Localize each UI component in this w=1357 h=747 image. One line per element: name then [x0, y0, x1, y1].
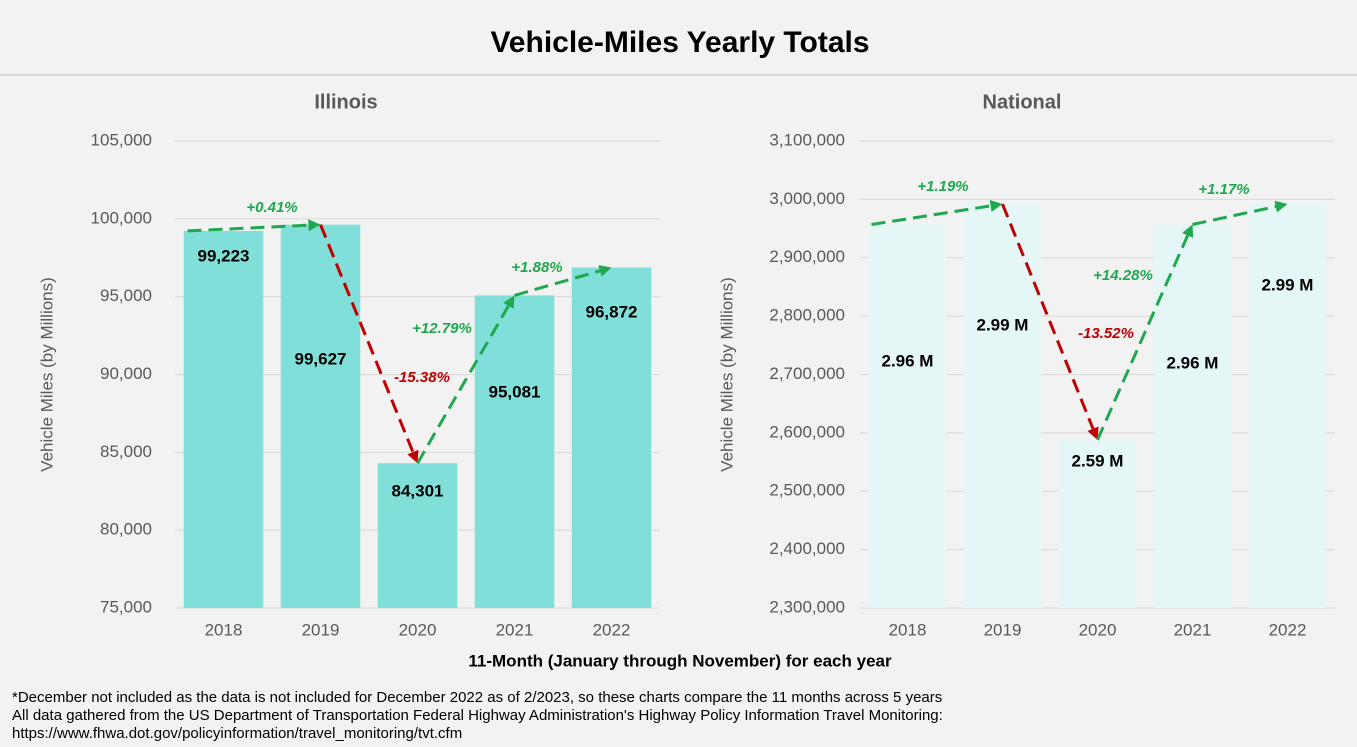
- change-label: +1.17%: [1198, 181, 1249, 198]
- y-tick-label: 2,900,000: [769, 247, 845, 266]
- arrow-head: [407, 449, 419, 464]
- bar: [1058, 439, 1137, 608]
- y-tick-label: 85,000: [100, 442, 152, 461]
- x-tick-label: 2020: [399, 620, 437, 639]
- change-label: +0.41%: [246, 199, 297, 216]
- data-label: 2.59 M: [1072, 451, 1124, 470]
- x-tick-label: 2021: [1174, 620, 1212, 639]
- change-label: +1.88%: [511, 259, 562, 276]
- data-label: 2.96 M: [1167, 353, 1219, 372]
- data-label: 99,627: [295, 349, 347, 368]
- change-label: +14.28%: [1093, 267, 1153, 284]
- arrow-head: [989, 199, 1003, 212]
- footnote: All data gathered from the US Department…: [12, 707, 943, 724]
- bar: [963, 204, 1042, 609]
- data-label: 96,872: [586, 302, 638, 321]
- y-tick-label: 2,500,000: [769, 481, 845, 500]
- change-arrow: [1192, 205, 1277, 226]
- x-tick-label: 2022: [593, 620, 631, 639]
- y-tick-label: 3,100,000: [769, 130, 845, 149]
- y-tick-label: 3,000,000: [769, 189, 845, 208]
- arrow-head: [1274, 200, 1288, 213]
- y-tick-label: 2,400,000: [769, 539, 845, 558]
- data-label: 99,223: [198, 246, 250, 265]
- data-label: 2.99 M: [1262, 275, 1314, 294]
- x-tick-label: 2019: [302, 620, 340, 639]
- y-tick-label: 95,000: [100, 286, 152, 305]
- arrow-head: [1182, 224, 1194, 238]
- y-tick-label: 90,000: [100, 364, 152, 383]
- change-label: -15.38%: [394, 369, 450, 386]
- x-tick-label: 2018: [205, 620, 243, 639]
- y-tick-label: 2,300,000: [769, 597, 845, 616]
- change-arrow: [1096, 234, 1190, 441]
- footnote: *December not included as the data is no…: [12, 689, 942, 706]
- y-tick-label: 2,600,000: [769, 422, 845, 441]
- chart-title: Vehicle-Miles Yearly Totals: [490, 26, 869, 59]
- y-tick-label: 100,000: [91, 208, 152, 227]
- x-tick-label: 2018: [889, 620, 927, 639]
- change-label: +1.19%: [917, 178, 968, 195]
- data-label: 84,301: [392, 481, 444, 500]
- y-tick-label: 105,000: [91, 130, 152, 149]
- change-arrow: [416, 305, 510, 464]
- bar: [474, 295, 555, 608]
- change-label: +12.79%: [412, 320, 472, 337]
- data-label: 95,081: [489, 382, 541, 401]
- data-label: 2.99 M: [977, 315, 1029, 334]
- y-axis-label: Vehicle Miles (by Millions): [717, 277, 736, 472]
- bar: [868, 224, 947, 608]
- bar: [1153, 224, 1232, 608]
- y-tick-label: 2,800,000: [769, 306, 845, 325]
- bar: [377, 463, 458, 608]
- y-tick-label: 75,000: [100, 597, 152, 616]
- x-tick-label: 2020: [1079, 620, 1117, 639]
- change-arrow: [514, 269, 601, 297]
- change-arrow: [1001, 203, 1095, 430]
- panel-title: National: [983, 91, 1062, 113]
- arrow-head: [598, 265, 612, 277]
- x-tick-label: 2019: [984, 620, 1022, 639]
- y-axis-label: Vehicle Miles (by Millions): [37, 277, 56, 472]
- x-tick-label: 2021: [496, 620, 534, 639]
- data-label: 2.96 M: [882, 351, 934, 370]
- change-label: -13.52%: [1078, 325, 1134, 342]
- arrow-head: [308, 219, 321, 232]
- footnote: https://www.fhwa.dot.gov/policyinformati…: [12, 725, 462, 742]
- panel-title: Illinois: [314, 91, 377, 113]
- y-tick-label: 2,700,000: [769, 364, 845, 383]
- bar: [571, 267, 652, 608]
- bar: [280, 224, 361, 608]
- arrow-head: [1087, 426, 1099, 440]
- y-tick-label: 80,000: [100, 520, 152, 539]
- bar: [183, 230, 264, 608]
- arrow-head: [503, 295, 515, 309]
- x-axis-label: 11-Month (January through November) for …: [468, 651, 892, 670]
- x-tick-label: 2022: [1269, 620, 1307, 639]
- bar: [1248, 204, 1327, 609]
